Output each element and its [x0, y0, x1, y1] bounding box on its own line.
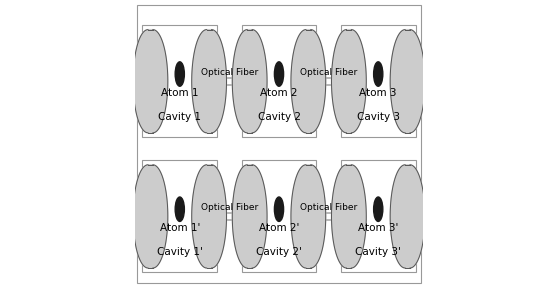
Bar — [242, 25, 316, 137]
Polygon shape — [291, 165, 326, 268]
Text: Cavity 1': Cavity 1' — [157, 247, 203, 257]
Polygon shape — [192, 30, 227, 133]
Text: Atom 1: Atom 1 — [161, 88, 199, 98]
Text: Atom 1': Atom 1' — [160, 223, 200, 233]
Polygon shape — [133, 30, 168, 133]
Bar — [142, 25, 217, 137]
Text: Cavity 2': Cavity 2' — [256, 247, 302, 257]
Text: Atom 2': Atom 2' — [259, 223, 299, 233]
Text: Optical Fiber: Optical Fiber — [300, 203, 357, 212]
Bar — [341, 25, 416, 137]
Text: Optical Fiber: Optical Fiber — [300, 68, 357, 77]
Text: Cavity 1: Cavity 1 — [158, 112, 201, 122]
Polygon shape — [331, 30, 366, 133]
Bar — [242, 160, 316, 273]
Ellipse shape — [374, 62, 383, 86]
Polygon shape — [192, 165, 227, 268]
Text: Atom 2: Atom 2 — [260, 88, 298, 98]
Ellipse shape — [374, 197, 383, 221]
Polygon shape — [291, 30, 326, 133]
Polygon shape — [331, 165, 366, 268]
Text: Cavity 3: Cavity 3 — [357, 112, 400, 122]
Polygon shape — [133, 165, 168, 268]
Polygon shape — [390, 30, 425, 133]
Bar — [142, 160, 217, 273]
Polygon shape — [232, 165, 267, 268]
Text: Atom 3': Atom 3' — [358, 223, 398, 233]
Text: Optical Fiber: Optical Fiber — [201, 203, 259, 212]
Ellipse shape — [175, 197, 184, 221]
Ellipse shape — [275, 62, 283, 86]
Text: Optical Fiber: Optical Fiber — [201, 68, 259, 77]
Text: Cavity 2: Cavity 2 — [257, 112, 301, 122]
Text: Cavity 3': Cavity 3' — [355, 247, 401, 257]
Bar — [341, 160, 416, 273]
Polygon shape — [390, 165, 425, 268]
Ellipse shape — [175, 62, 184, 86]
Polygon shape — [232, 30, 267, 133]
Ellipse shape — [275, 197, 283, 221]
Text: Atom 3: Atom 3 — [359, 88, 397, 98]
